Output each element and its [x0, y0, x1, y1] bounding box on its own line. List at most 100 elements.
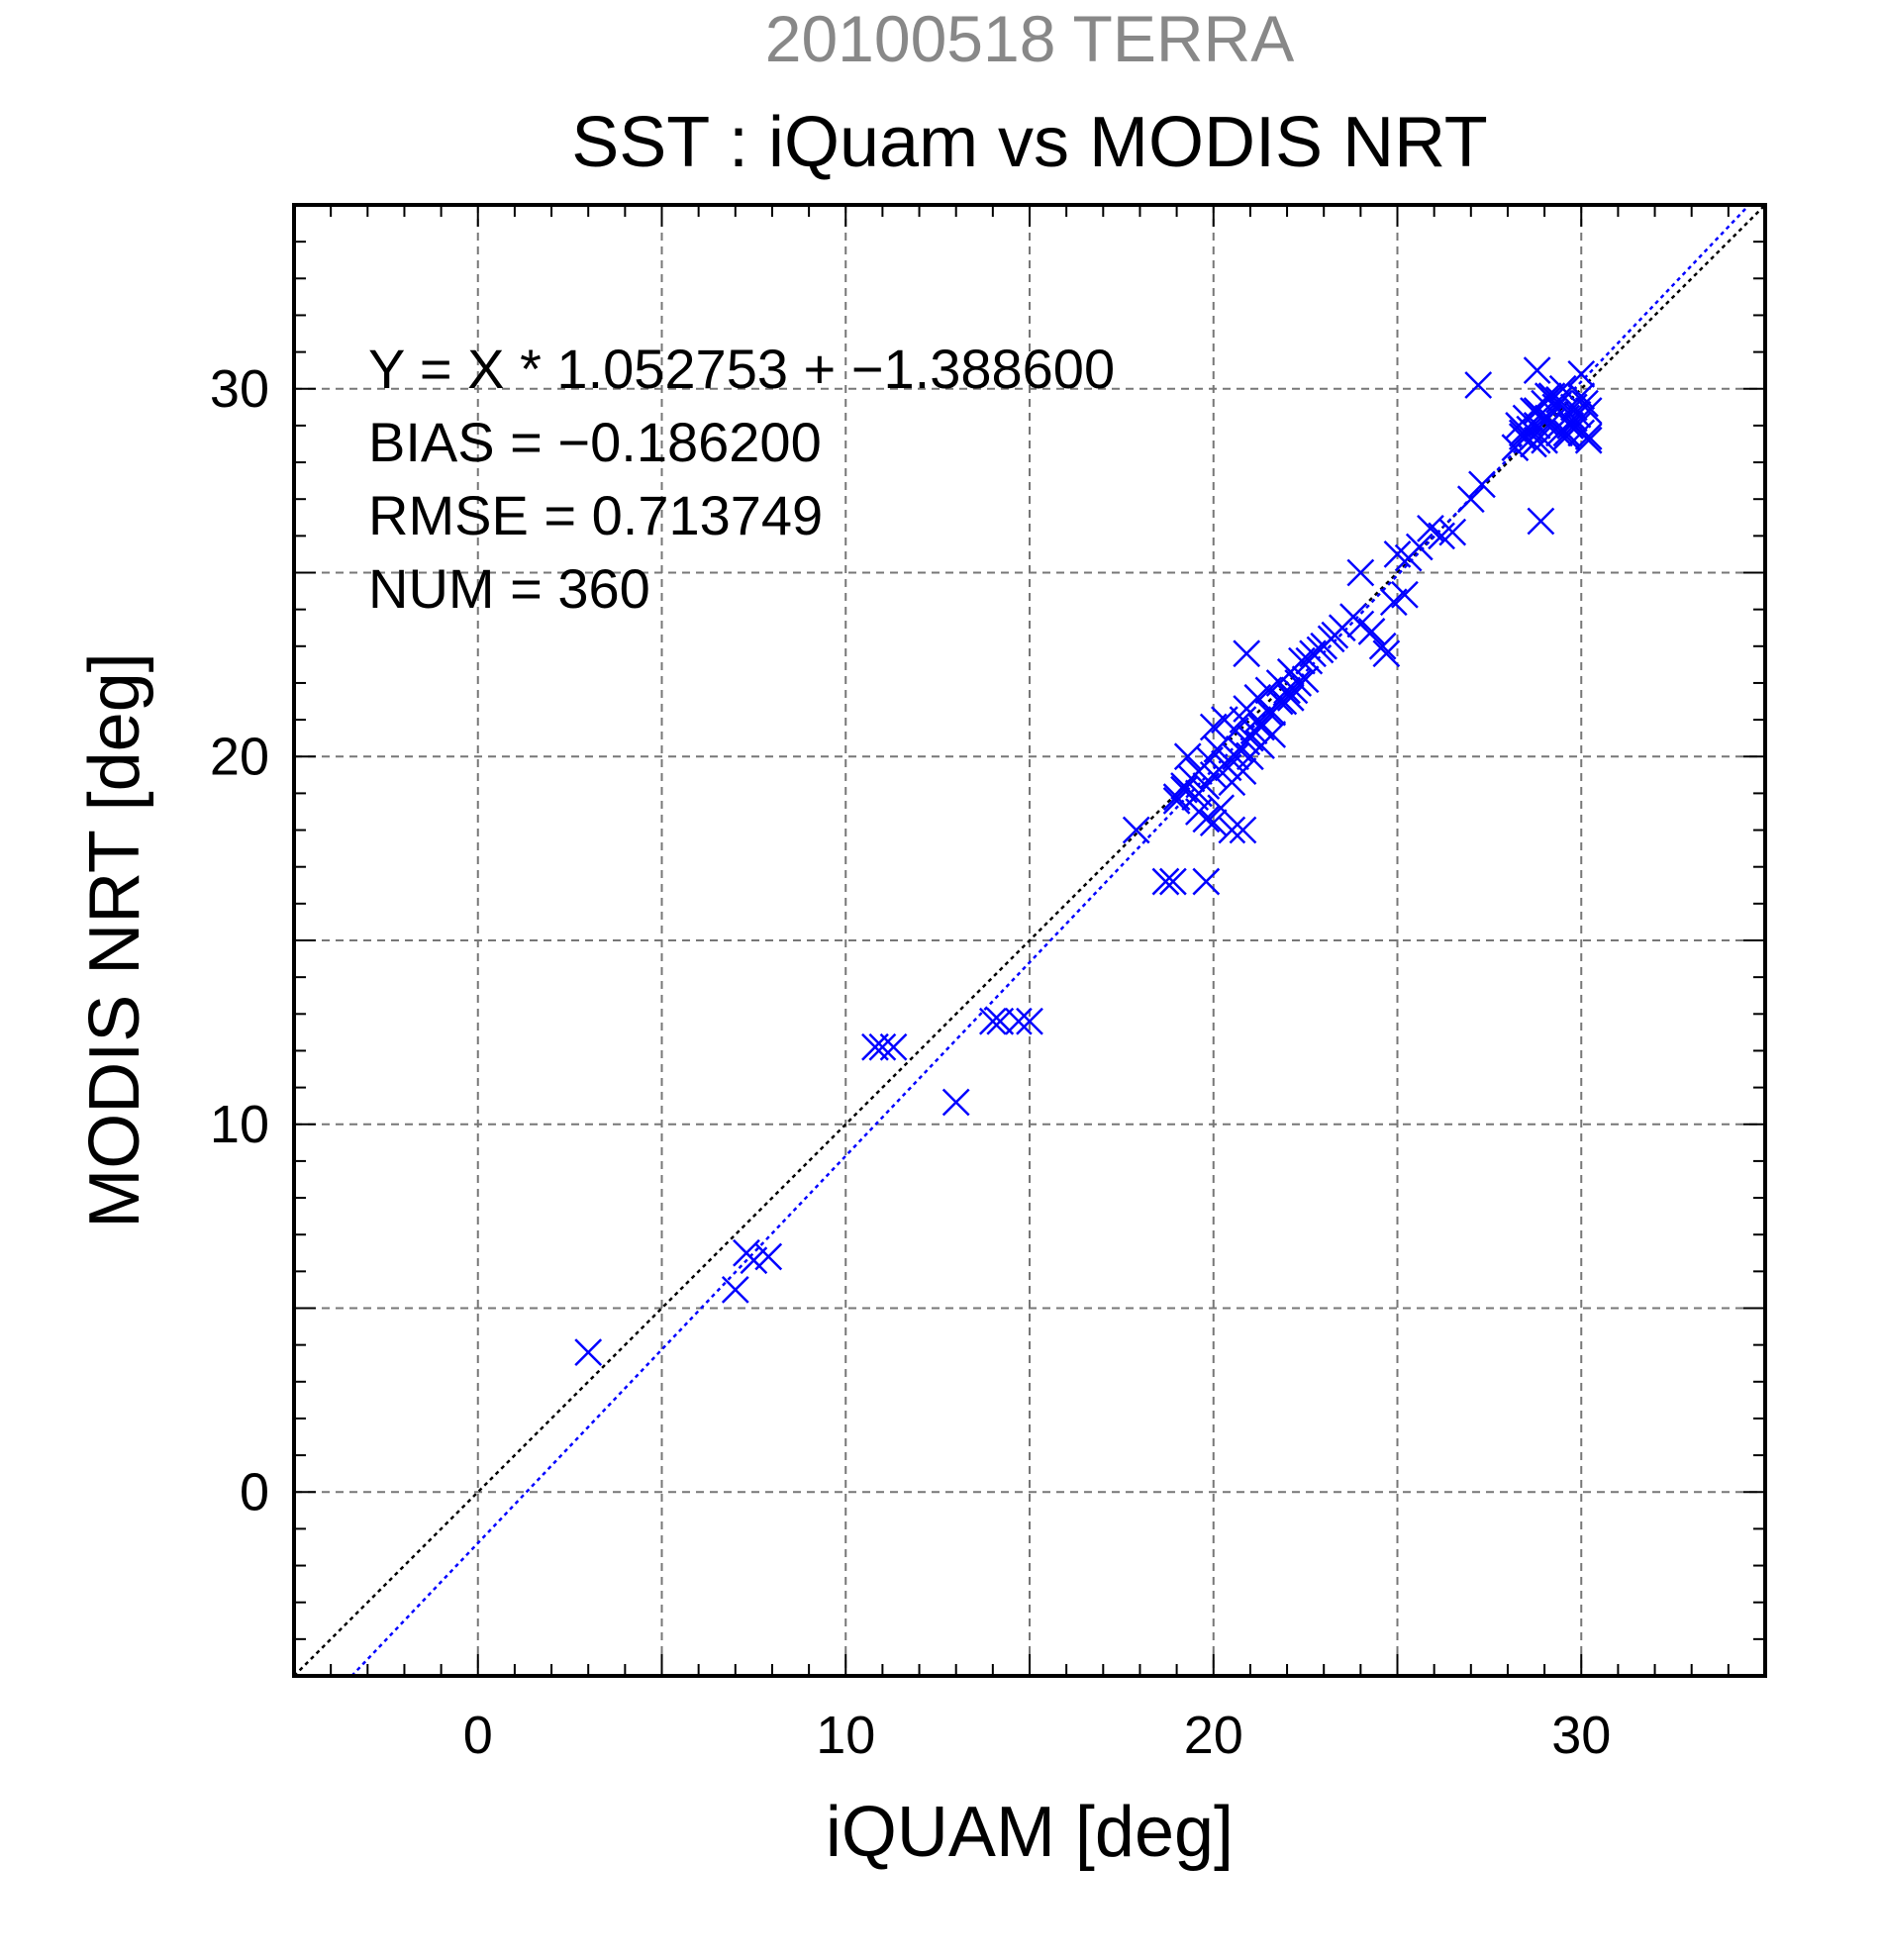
data-point-stroke [879, 1032, 908, 1061]
data-point-stroke [1523, 397, 1551, 425]
data-point [1574, 397, 1603, 425]
data-point [1545, 386, 1573, 414]
data-point-stroke [1229, 816, 1257, 844]
data-point-stroke [1545, 389, 1573, 418]
data-point [1567, 360, 1596, 388]
stat-line: RMSE = 0.713749 [368, 484, 823, 546]
data-point [978, 1007, 1007, 1035]
data-point-stroke [1192, 867, 1221, 896]
data-point-stroke [1428, 522, 1455, 550]
y-axis-title: MODIS NRT [deg] [75, 652, 154, 1228]
data-point-stroke [1556, 412, 1584, 440]
data-point [1428, 522, 1455, 550]
data-point-stroke [1574, 397, 1603, 425]
data-point [1218, 816, 1246, 844]
data-point [1559, 404, 1588, 433]
y-tick-label: 0 [240, 1462, 269, 1521]
data-point-stroke [978, 1007, 1007, 1035]
x-tick-label: 0 [463, 1706, 493, 1765]
data-point [1233, 639, 1261, 668]
data-point-stroke [1258, 721, 1287, 748]
data-point [1004, 1007, 1033, 1035]
data-point [1523, 426, 1551, 454]
data-point [1556, 412, 1584, 440]
data-points [574, 356, 1603, 1366]
data-point-stroke [1243, 706, 1272, 734]
data-point [868, 1032, 897, 1061]
data-point [1574, 423, 1603, 450]
data-point [1016, 1007, 1043, 1035]
data-point [1122, 816, 1150, 844]
data-point [1229, 706, 1257, 734]
data-point-stroke [1151, 867, 1180, 896]
data-point [1523, 356, 1551, 385]
data-point-stroke [1233, 639, 1261, 668]
data-point-stroke [1004, 1007, 1033, 1035]
data-point [1291, 665, 1320, 694]
x-tick-label: 30 [1551, 1706, 1611, 1765]
data-point-stroke [1567, 382, 1596, 411]
y-tick-label: 20 [210, 727, 269, 786]
x-tick-labels: 0 10 20 30 [463, 1706, 1612, 1765]
data-point-stroke [1357, 618, 1386, 645]
data-point [1151, 867, 1180, 896]
data-point [1368, 632, 1397, 660]
data-point [1391, 580, 1419, 609]
data-point-stroke [1523, 426, 1551, 454]
data-point-stroke [1527, 507, 1555, 536]
data-point-stroke [1468, 470, 1496, 499]
data-point-stroke [1559, 404, 1588, 433]
x-axis-title: iQUAM [deg] [826, 1793, 1234, 1872]
data-point-stroke [1464, 371, 1493, 399]
identity-line [293, 204, 1766, 1677]
data-point [1346, 558, 1375, 587]
data-point [1276, 683, 1305, 712]
y-tick-label: 30 [210, 359, 269, 419]
data-point [1229, 816, 1257, 844]
data-point [1229, 757, 1257, 785]
data-point-stroke [1207, 794, 1236, 823]
data-point [1199, 809, 1228, 837]
data-point-stroke [1291, 665, 1320, 694]
data-point [1357, 618, 1386, 645]
x-tick-label: 20 [1184, 1706, 1243, 1765]
data-point [754, 1242, 783, 1271]
data-point-stroke [1173, 742, 1202, 771]
data-point-stroke [1016, 1007, 1043, 1035]
data-point-stroke [1574, 423, 1603, 450]
stat-line: BIAS = −0.186200 [368, 411, 822, 473]
data-point-stroke [1199, 809, 1228, 837]
data-point [1372, 639, 1401, 668]
data-point-stroke [1192, 805, 1221, 833]
data-point [1456, 485, 1485, 514]
data-point [574, 1338, 603, 1366]
data-point-stroke [1372, 639, 1401, 668]
data-point-stroke [1276, 683, 1305, 712]
data-point [879, 1032, 908, 1061]
data-point [1438, 518, 1467, 546]
data-point-stroke [868, 1032, 897, 1061]
data-point-stroke [574, 1338, 603, 1366]
data-point [1567, 382, 1596, 411]
data-point-stroke [1368, 632, 1397, 660]
data-point [721, 1276, 749, 1304]
data-point-stroke [1574, 426, 1603, 454]
data-point-stroke [1346, 610, 1375, 638]
data-point-stroke [1534, 404, 1562, 433]
data-point-stroke [1405, 533, 1434, 561]
data-point [1159, 867, 1187, 896]
plot-frame [292, 203, 1767, 1678]
data-point-stroke [1545, 386, 1573, 414]
data-point [1192, 805, 1221, 833]
data-point [1534, 404, 1562, 433]
data-point-stroke [721, 1276, 749, 1304]
data-point-stroke [1417, 515, 1444, 542]
data-point [1468, 470, 1496, 499]
x-tick-label: 10 [816, 1706, 875, 1765]
y-tick-label: 10 [210, 1095, 269, 1154]
data-point [1383, 540, 1412, 568]
data-point-stroke [754, 1242, 783, 1271]
data-point-stroke [1229, 706, 1257, 734]
data-point-stroke [1383, 540, 1412, 568]
data-point-stroke [1571, 389, 1599, 418]
